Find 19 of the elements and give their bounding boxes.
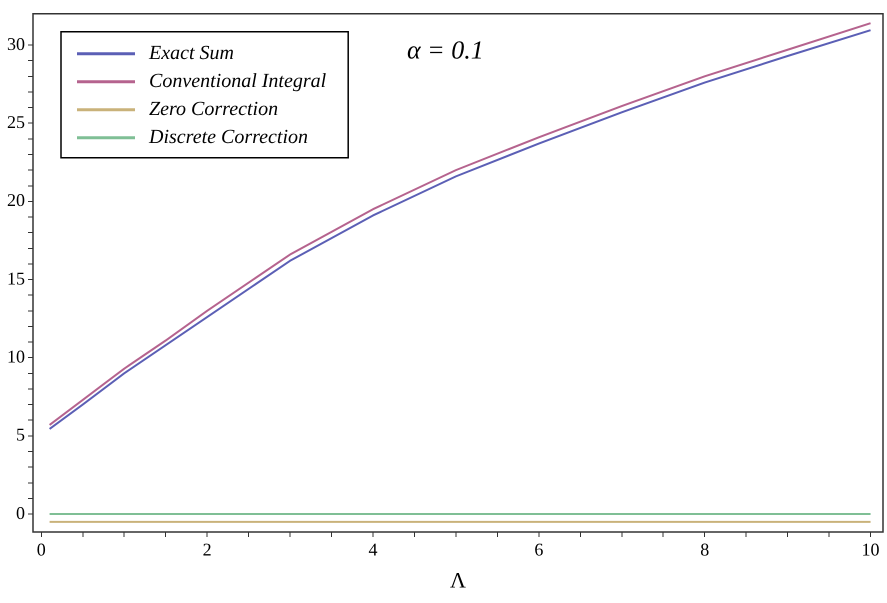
x-tick-label: 2 [202,540,212,560]
x-tick-label: 0 [36,540,46,560]
annotation: α = 0.1 [407,36,484,65]
y-tick-label: 0 [16,502,25,523]
y-tick-label: 25 [7,112,25,132]
x-tick-label: 6 [534,540,544,560]
legend-label: Discrete Correction [148,126,308,148]
legend-label: Zero Correction [149,98,278,120]
y-tick-label: 15 [7,268,25,288]
y-tick-label: 20 [7,190,25,210]
legend-label: Exact Sum [148,42,234,64]
x-axis-title: Λ [450,568,466,593]
y-tick-label: 10 [7,346,25,366]
x-tick-label: 10 [862,540,880,560]
x-tick-label: 4 [368,540,378,560]
x-tick-label: 8 [700,540,710,560]
y-tick-label: 5 [16,424,25,445]
legend-label: Conventional Integral [149,70,327,92]
y-tick-label: 30 [7,34,25,54]
